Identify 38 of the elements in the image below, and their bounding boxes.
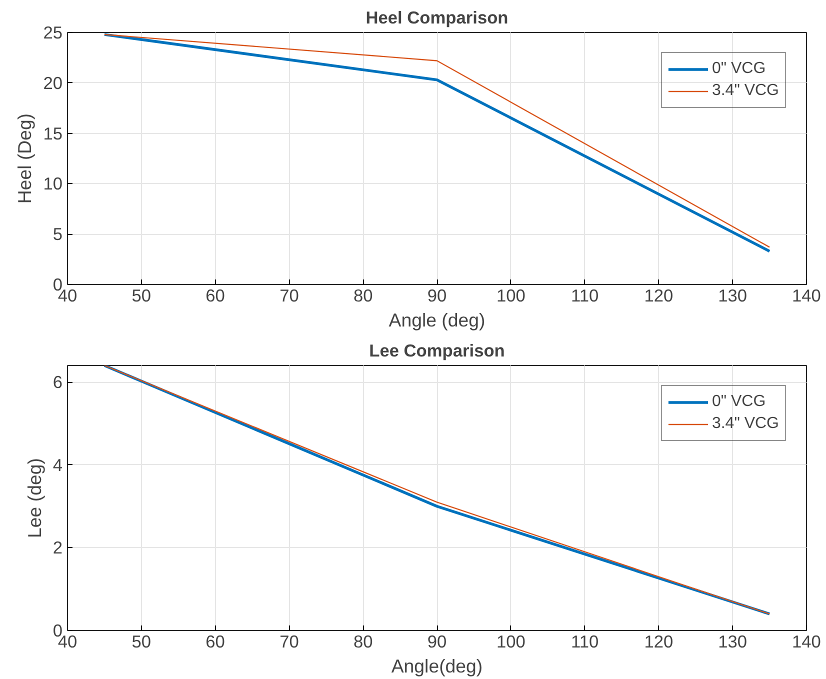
y-tick-label: 5 [52,224,63,244]
chart-title: Heel Comparison [366,8,508,28]
chart-title: Lee Comparison [369,340,505,360]
x-tick-label: 110 [570,632,599,652]
x-tick-label: 80 [353,632,373,652]
x-tick-label: 50 [132,632,152,652]
x-tick-label: 60 [206,632,225,652]
y-tick-label: 25 [43,22,63,42]
y-axis-title: Heel (Deg) [14,113,36,204]
x-tick-label: 50 [132,286,152,306]
x-tick-label: 140 [792,286,821,306]
x-axis-title: Angle (deg) [388,310,486,330]
x-tick-label: 90 [427,632,447,652]
legend-label: 3.4" VCG [712,82,779,100]
y-tick-label: 10 [43,174,63,194]
y-axis-title: Lee (deg) [24,458,45,538]
x-tick-label: 140 [792,632,821,652]
y-tick-label: 20 [43,72,63,93]
x-tick-label: 120 [644,632,674,652]
y-tick-label: 2 [52,538,63,558]
y-tick-label: 6 [52,372,63,392]
legend-label: 3.4" VCG [712,415,779,433]
x-tick-label: 110 [570,286,599,306]
x-tick-label: 90 [427,286,447,306]
x-tick-label: 120 [644,286,674,306]
legend-label: 0" VCG [712,393,766,411]
x-tick-label: 80 [353,286,373,306]
x-tick-label: 70 [280,286,299,306]
x-tick-label: 130 [718,632,748,652]
x-axis-title: Angle(deg) [391,656,483,676]
x-tick-label: 60 [206,286,225,306]
x-tick-label: 100 [496,632,526,652]
legend-label: 0" VCG [712,60,766,78]
y-tick-label: 15 [43,123,63,144]
y-tick-label: 4 [52,454,63,475]
x-tick-label: 70 [280,632,299,652]
x-tick-label: 130 [718,286,748,306]
x-tick-label: 100 [496,286,526,306]
